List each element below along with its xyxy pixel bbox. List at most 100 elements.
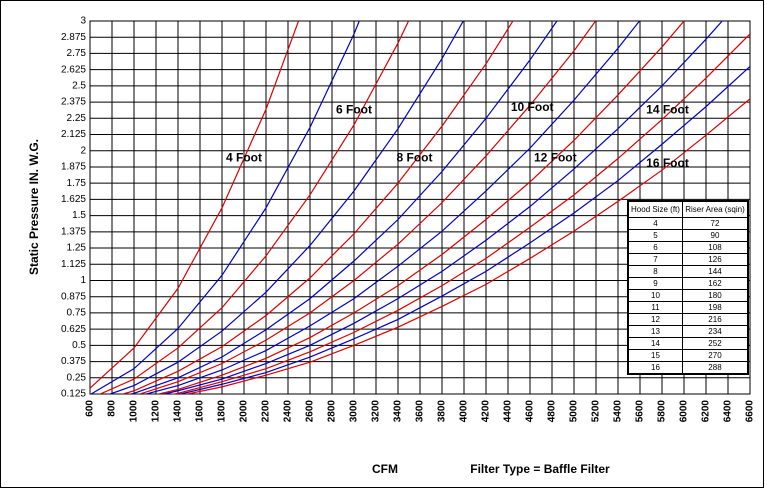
curve — [178, 65, 750, 394]
y-tick-label: 2.625 — [61, 64, 86, 75]
riser-table: Hood Size (ft) Riser Area (sqin) 4 72 5 90 6 10… — [627, 200, 749, 375]
y-tick-label: 0.625 — [61, 324, 86, 335]
curve — [128, 21, 558, 394]
y-tick-label: 2.75 — [67, 48, 87, 59]
x-tick-label: 1200 — [151, 400, 162, 423]
table-row: 5 90 — [627, 229, 749, 242]
y-tick-label: 2.375 — [61, 97, 86, 108]
y-tick-label: 1.25 — [67, 243, 87, 254]
y-tick-label: 2.875 — [61, 32, 86, 43]
x-tick-label: 3200 — [371, 400, 382, 423]
y-tick-label: 0.75 — [67, 308, 87, 319]
x-tick-label: 3000 — [349, 400, 360, 423]
curve — [108, 21, 464, 394]
x-tick-label: 2400 — [283, 400, 294, 423]
x-tick-label: 3800 — [437, 400, 448, 423]
table-cell: 288 — [681, 361, 749, 375]
table-cell: 13 — [627, 325, 683, 338]
table-row: 14 252 — [627, 337, 749, 350]
table-row: 7 126 — [627, 253, 749, 266]
curve — [90, 21, 360, 394]
y-tick-label: 0.25 — [67, 372, 87, 383]
table-cell: 8 — [627, 265, 683, 278]
table-cell: 198 — [681, 301, 749, 314]
table-cell: 16 — [627, 361, 683, 375]
y-tick-label: 1.75 — [67, 178, 87, 189]
x-tick-label: 3400 — [393, 400, 404, 423]
x-tick-label: 4000 — [459, 400, 470, 423]
curve — [170, 33, 750, 394]
x-tick-label: 4600 — [525, 400, 536, 423]
table-cell: 4 — [627, 217, 683, 230]
table-row: 10 180 — [627, 289, 749, 302]
table-cell: 144 — [681, 265, 749, 278]
table-cell: 72 — [681, 217, 749, 230]
curve-label: 12 Foot — [534, 151, 577, 165]
x-tick-label: 6600 — [745, 400, 756, 423]
y-tick-label: 1.5 — [72, 210, 86, 221]
x-tick-label: 5800 — [657, 400, 668, 423]
x-tick-label: 1400 — [173, 400, 184, 423]
y-tick-label: 3 — [80, 16, 86, 27]
curve — [161, 21, 724, 394]
plot-lines — [90, 21, 750, 394]
table-cell: 270 — [681, 349, 749, 362]
y-tick-label: 2.5 — [72, 81, 86, 92]
table-cell: 234 — [681, 325, 749, 338]
curve — [138, 21, 597, 394]
y-tick-label: 2.125 — [61, 129, 86, 140]
curve-label: 8 Foot — [397, 151, 433, 165]
x-tick-label: 1000 — [129, 400, 140, 423]
y-tick-label: 1 — [80, 275, 86, 286]
curve — [143, 21, 641, 394]
y-tick-label: 1.625 — [61, 194, 86, 205]
table-header: Hood Size (ft) Riser Area (sqin) — [627, 200, 749, 218]
y-tick-label: 1.375 — [61, 226, 86, 237]
table-cell: 5 — [627, 229, 683, 242]
y-tick-label: 1.125 — [61, 259, 86, 270]
x-tick-label: 2200 — [261, 400, 272, 423]
table-cell: 90 — [681, 229, 749, 242]
table-cell: 9 — [627, 277, 683, 290]
table-cell: 126 — [681, 253, 749, 266]
y-tick-label: 2.25 — [67, 113, 87, 124]
y-tick-label: 2 — [80, 145, 86, 156]
curve-label: 4 Foot — [226, 151, 262, 165]
y-tick-label: 0.375 — [61, 356, 86, 367]
table-cell: 11 — [627, 301, 683, 314]
x-tick-label: 5400 — [613, 400, 624, 423]
x-tick-label: 2000 — [239, 400, 250, 423]
table-row: 8 144 — [627, 265, 749, 278]
x-tick-label: 4200 — [481, 400, 492, 423]
table-row: 6 108 — [627, 241, 749, 254]
curve-label: 14 Foot — [646, 103, 689, 117]
table-cell: 14 — [627, 337, 683, 350]
x-tick-label: 2800 — [327, 400, 338, 423]
y-tick-label: 0.125 — [61, 389, 86, 400]
x-tick-label: 800 — [107, 400, 118, 417]
y-tick-label: 0.5 — [72, 340, 86, 351]
table-cell: 252 — [681, 337, 749, 350]
x-axis-title: CFM — [372, 462, 398, 476]
table-cell: 10 — [627, 289, 683, 302]
x-tick-label: 5200 — [591, 400, 602, 423]
table-cell: 15 — [627, 349, 683, 362]
x-tick-label: 1800 — [217, 400, 228, 423]
column-header: Riser Area (sqin) — [681, 200, 749, 218]
table-cell: 108 — [681, 241, 749, 254]
y-axis-title: Static Pressure IN. W.G. — [27, 139, 41, 275]
x-tick-label: 2600 — [305, 400, 316, 423]
x-tick-label: 3600 — [415, 400, 426, 423]
x-tick-label: 4800 — [547, 400, 558, 423]
y-tick-label: 0.875 — [61, 291, 86, 302]
table-row: 11 198 — [627, 301, 749, 314]
table-row: 4 72 — [627, 217, 749, 230]
curve — [90, 21, 300, 389]
x-tick-label: 600 — [85, 400, 96, 417]
curve — [120, 21, 514, 394]
column-header: Hood Size (ft) — [627, 200, 683, 218]
x-tick-label: 6400 — [723, 400, 734, 423]
table-row: 12 216 — [627, 313, 749, 326]
x-tick-label: 5000 — [569, 400, 580, 423]
table-cell: 216 — [681, 313, 749, 326]
